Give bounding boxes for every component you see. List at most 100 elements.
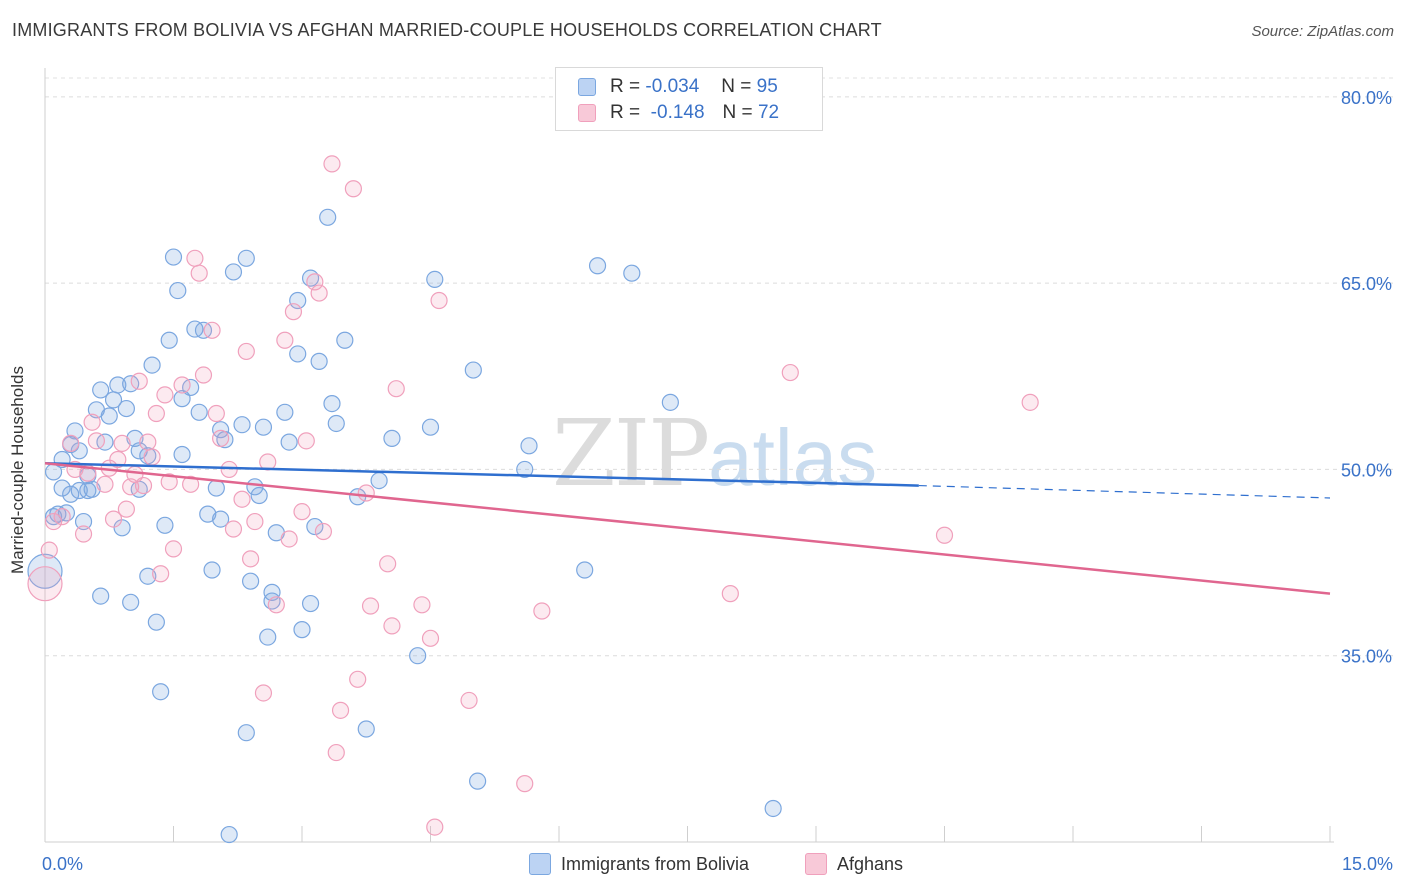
bolivia-trend-line [44,461,919,487]
blue-swatch-icon [578,78,596,96]
afghans-point [237,342,255,361]
bolivia-point [623,264,641,282]
afghans-point [164,540,183,558]
bolivia-point [289,291,307,310]
bolivia-point [220,825,238,844]
afghans-point [27,566,63,602]
bolivia-point [588,257,607,275]
y-tick-label: 65.0% [1341,274,1392,294]
r-label: R = [610,76,641,97]
bolivia-point [152,683,170,701]
stats-legend: R = -0.034 N = 95 R = -0.148 N = 72 [555,67,823,131]
legend-item-bolivia: Immigrants from Bolivia [529,851,749,877]
bolivia-point [357,720,375,738]
afghans-point [344,180,362,198]
bolivia-point [370,471,388,490]
afghans-point [109,450,127,469]
afghans-point [323,155,341,173]
afghans-point [254,684,273,702]
afghans-point [139,433,157,451]
afghans-point [147,404,165,423]
legend-row-afghans: R = -0.148 N = 72 [578,101,779,125]
bolivia-point [520,437,538,455]
afghans-point [212,429,230,447]
bolivia-point [156,516,174,534]
bolivia-point [469,772,487,790]
afghans-point [40,541,58,559]
bolivia-point [301,594,320,613]
afghans-point [361,597,380,615]
pink-swatch-icon [578,104,596,122]
bolivia-point [280,433,298,451]
afghans-point [160,473,178,491]
bolivia-point [323,394,341,413]
bolivia-point [336,331,354,349]
afghans-point [207,404,225,423]
bolivia-point [190,403,208,421]
watermark: ZIPatlas [552,400,877,507]
legend-label: Afghans [837,853,904,874]
bolivia-point [383,429,401,447]
bolivia-point [293,621,311,639]
bolivia-point [327,414,345,433]
afghans-point [182,475,200,493]
afghans-point [220,460,238,479]
afghans-point [156,386,174,404]
bolivia-point [576,561,594,579]
bolivia-point [237,724,255,742]
bolivia-point [173,445,191,464]
afghans-point [721,585,739,603]
r-value: -0.148 [650,102,705,123]
afghans-point [297,432,315,450]
afghans-point [413,596,431,614]
n-label: N = [722,102,753,123]
y-tick-label: 50.0% [1341,460,1392,480]
afghans-point [426,818,444,836]
bolivia-point [53,479,71,497]
afghans-point [935,526,954,544]
bolivia-point [237,249,255,267]
bolivia-point [246,478,264,496]
r-value: -0.034 [645,76,700,97]
afghans-point [460,691,478,710]
bolivia-point [306,517,324,536]
bolivia-point [92,587,110,605]
bolivia-point [764,799,782,818]
bolivia-point [199,505,217,523]
afghans-point [284,303,303,321]
afghans-point [143,448,161,466]
bolivia-point [254,418,273,436]
afghans-point [224,520,243,538]
n-label: N = [721,76,752,97]
bolivia-point [96,433,114,451]
afghans-point [533,602,551,620]
afghans-point [387,380,405,398]
afghans-point [44,512,63,531]
afghans-point [421,629,440,647]
afghans-point [280,530,298,548]
bolivia-point [421,418,440,436]
afghans-point [190,264,208,282]
blue-swatch-icon [529,853,551,875]
r-label: R = [610,102,641,123]
bolivia-point [27,553,63,589]
afghans-point [1021,393,1039,411]
legend-item-afghans: Afghans [805,851,903,877]
bolivia-trend-extension [918,484,1331,499]
afghans-trend-line [44,461,1331,595]
afghans-point [233,490,251,508]
afghans-point [349,670,367,688]
afghans-point [130,372,148,390]
afghans-point [134,476,153,495]
y-axis-label: Married-couple Households [8,366,27,574]
afghans-point [242,550,260,568]
afghans-point [357,484,375,502]
bolivia-point [310,352,328,370]
afghans-point [194,366,213,384]
afghans-point [331,701,350,719]
bolivia-point [74,512,93,531]
bolivia-point [203,561,221,579]
watermark-atlas: atlas [708,413,878,502]
y-tick-label: 35.0% [1341,647,1392,667]
bolivia-point [409,647,427,665]
